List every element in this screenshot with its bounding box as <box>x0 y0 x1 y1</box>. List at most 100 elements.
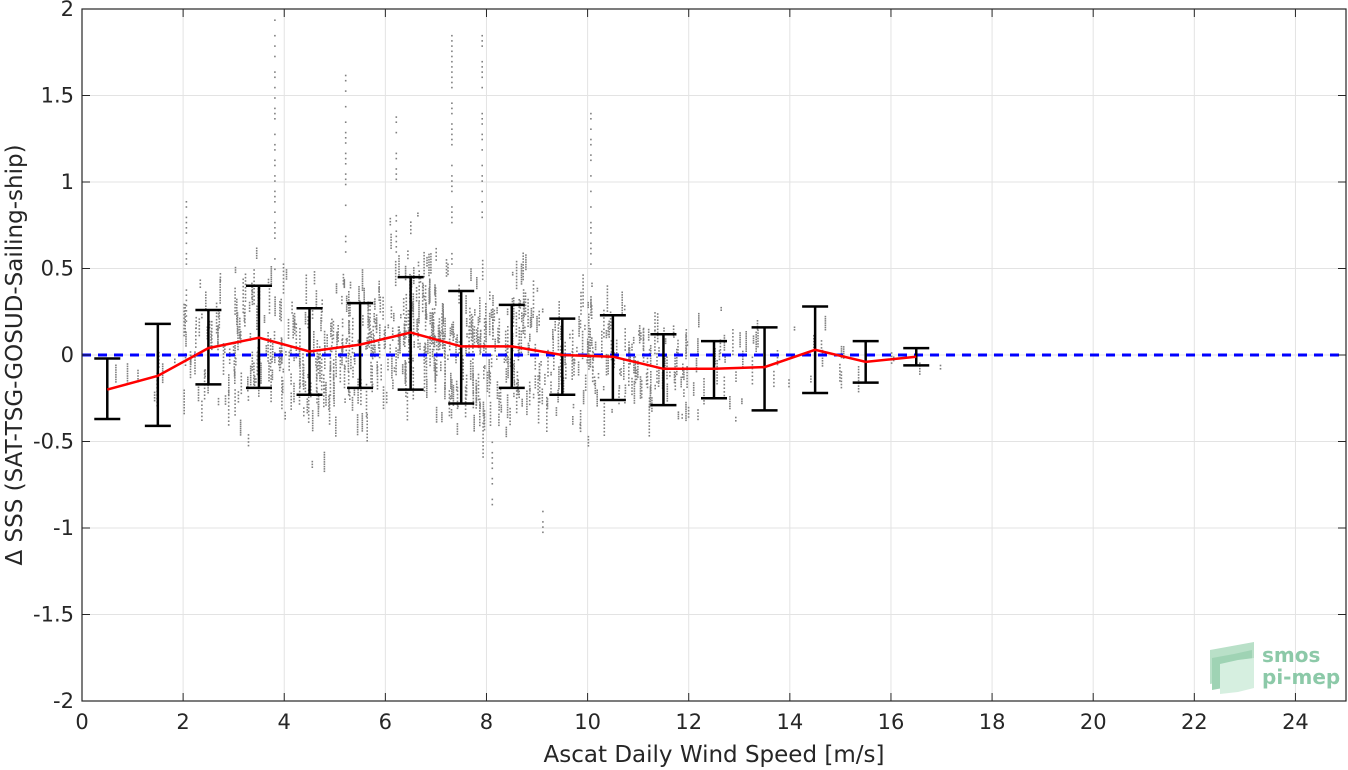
scatter-point <box>234 297 236 299</box>
scatter-point <box>452 387 455 389</box>
scatter-point <box>379 329 381 332</box>
scatter-point <box>320 381 323 383</box>
scatter-point <box>840 345 843 348</box>
scatter-point <box>435 421 438 423</box>
scatter-point <box>571 375 573 377</box>
scatter-point <box>347 371 350 374</box>
scatter-point <box>325 394 327 396</box>
scatter-point <box>418 274 420 276</box>
scatter-point <box>470 317 473 319</box>
scatter-point <box>215 318 218 321</box>
scatter-point <box>375 325 378 327</box>
scatter-point <box>611 411 613 413</box>
scatter-point <box>405 380 407 383</box>
scatter-point <box>695 358 698 360</box>
scatter-point <box>255 252 258 255</box>
scatter-point <box>656 331 659 334</box>
scatter-point <box>511 300 514 303</box>
scatter-point <box>185 338 187 340</box>
scatter-point <box>773 381 775 384</box>
scatter-point <box>674 382 677 384</box>
scatter-point <box>429 342 431 344</box>
scatter-point <box>498 409 500 411</box>
scatter-point <box>431 312 434 314</box>
scatter-point <box>555 409 558 412</box>
scatter-point <box>320 384 323 387</box>
scatter-point <box>512 364 515 366</box>
scatter-point <box>236 318 238 320</box>
scatter-point <box>412 360 414 362</box>
scatter-point <box>656 334 659 337</box>
scatter-point <box>522 258 524 260</box>
scatter-point <box>703 402 705 405</box>
scatter-point <box>520 330 523 333</box>
scatter-point <box>267 278 270 281</box>
scatter-point <box>324 351 326 354</box>
scatter-point <box>489 405 492 407</box>
scatter-point <box>352 376 354 378</box>
scatter-point <box>628 358 630 360</box>
scatter-point <box>745 333 747 335</box>
scatter-point <box>674 365 676 368</box>
scatter-point <box>372 329 374 332</box>
scatter-point <box>546 405 549 407</box>
scatter-point <box>412 367 415 369</box>
scatter-point <box>240 375 243 378</box>
scatter-point <box>464 412 467 414</box>
scatter-point <box>353 393 356 396</box>
scatter-point <box>389 351 391 353</box>
scatter-point <box>185 263 188 265</box>
scatter-point <box>442 347 444 349</box>
scatter-point <box>685 417 687 419</box>
scatter-point <box>685 348 688 350</box>
scatter-point <box>621 312 623 314</box>
scatter-point <box>413 272 415 274</box>
scatter-point <box>582 291 584 294</box>
scatter-point <box>292 336 294 339</box>
scatter-point <box>490 361 493 364</box>
scatter-point <box>607 354 609 356</box>
scatter-point <box>590 305 593 307</box>
scatter-point <box>370 344 373 347</box>
scatter-point <box>526 395 528 398</box>
scatter-point <box>603 430 606 433</box>
scatter-point <box>488 359 490 361</box>
scatter-point <box>449 395 452 398</box>
scatter-point <box>343 364 346 367</box>
scatter-point <box>573 374 575 376</box>
scatter-point <box>126 380 129 382</box>
scatter-point <box>538 374 541 377</box>
scatter-point <box>367 305 370 307</box>
scatter-point <box>682 376 684 378</box>
scatter-point <box>518 393 520 396</box>
scatter-point <box>592 356 595 359</box>
scatter-point <box>365 404 368 407</box>
scatter-point <box>500 406 503 409</box>
scatter-point <box>554 321 556 323</box>
scatter-point <box>534 368 537 370</box>
scatter-point <box>602 388 605 391</box>
scatter-point <box>524 326 526 329</box>
scatter-point <box>735 371 737 373</box>
scatter-point <box>674 372 677 374</box>
scatter-point <box>194 362 196 364</box>
scatter-point <box>590 252 592 255</box>
scatter-point <box>115 364 117 367</box>
scatter-point <box>426 265 428 267</box>
scatter-point <box>347 370 350 372</box>
scatter-point <box>203 373 206 376</box>
scatter-point <box>475 340 478 343</box>
scatter-point <box>424 357 427 360</box>
scatter-point <box>236 328 239 330</box>
scatter-point <box>438 321 441 323</box>
scatter-point <box>184 324 186 327</box>
scatter-point <box>247 389 249 392</box>
scatter-point <box>323 461 326 463</box>
scatter-point <box>352 372 354 375</box>
scatter-point <box>517 393 519 396</box>
scatter-point <box>371 390 373 393</box>
scatter-point <box>646 386 649 389</box>
scatter-point <box>374 305 376 308</box>
scatter-point <box>305 299 308 301</box>
scatter-point <box>394 266 397 269</box>
